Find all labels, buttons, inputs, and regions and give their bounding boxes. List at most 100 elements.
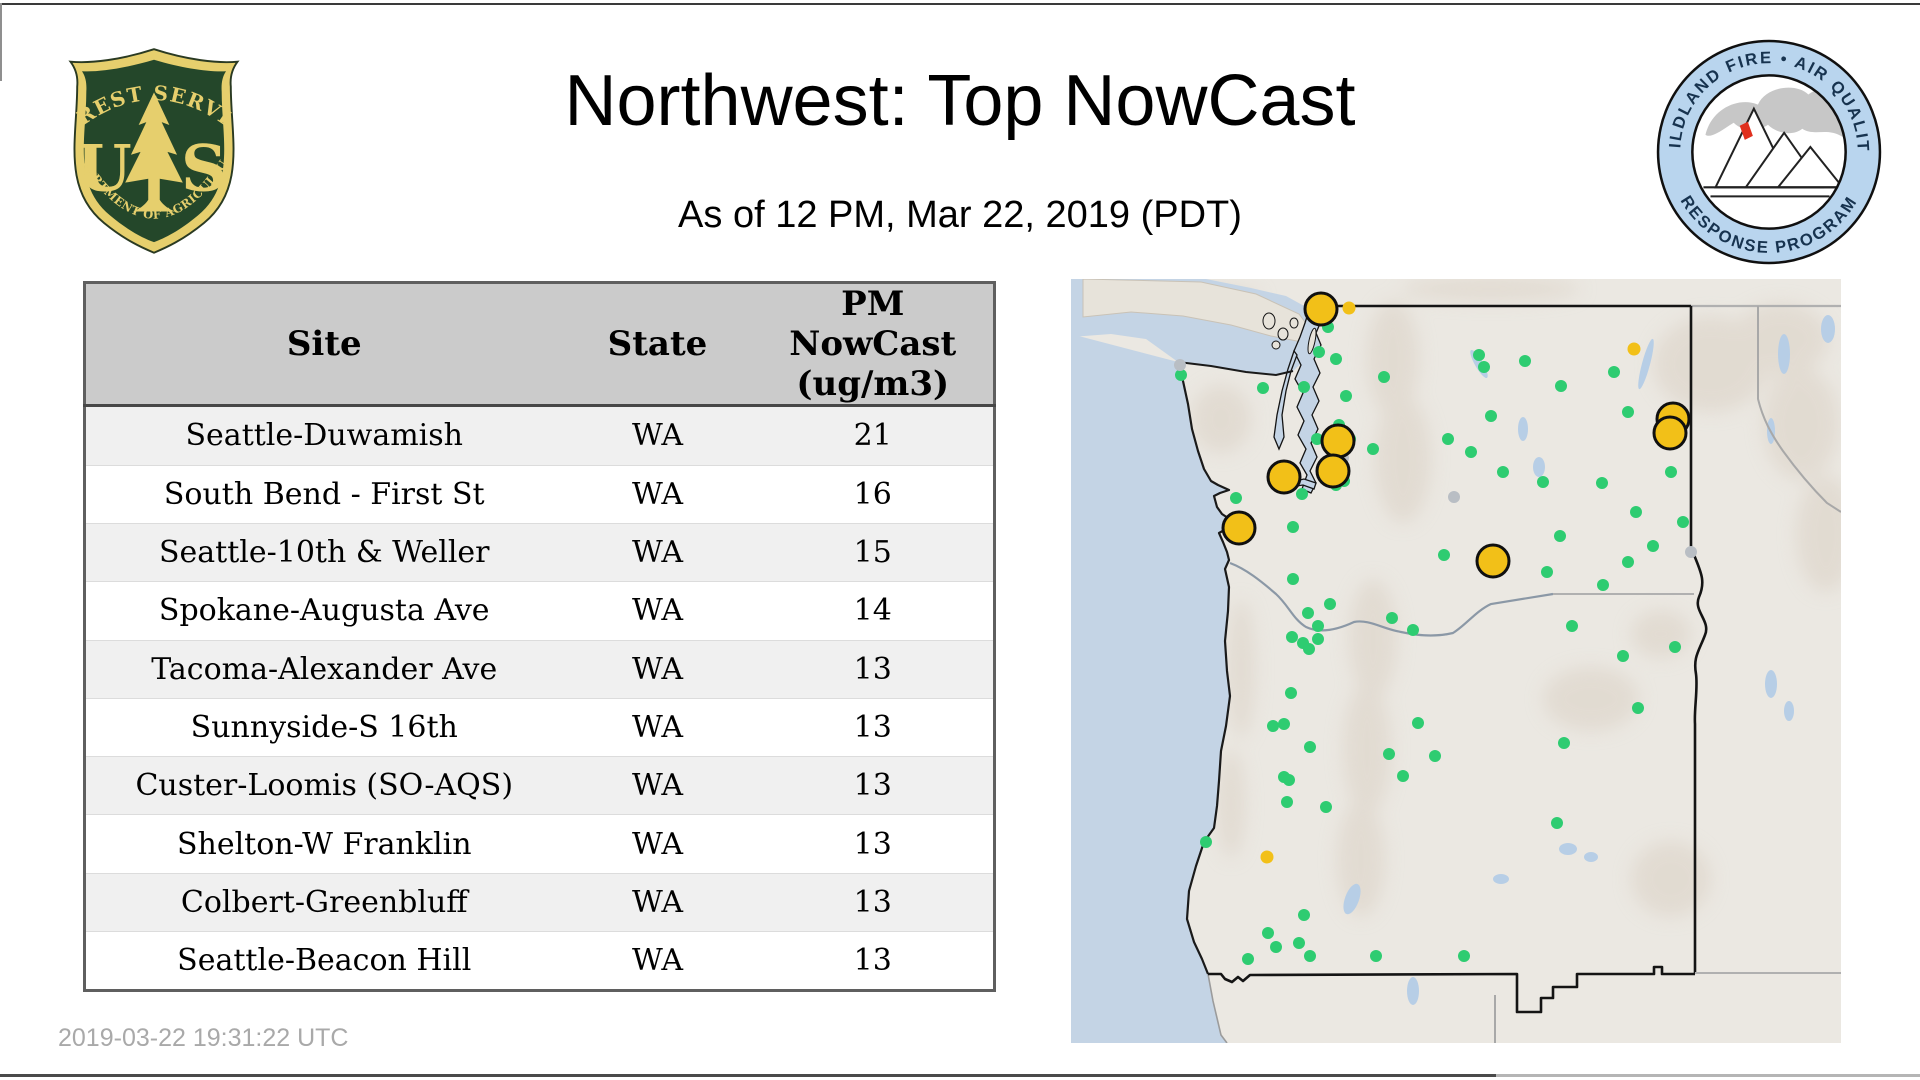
monitor-dot-green	[1267, 720, 1279, 732]
generated-timestamp: 2019-03-22 19:31:22 UTC	[58, 1024, 349, 1052]
vancouver-island	[1082, 278, 1315, 344]
monitor-dot-green	[1370, 950, 1382, 962]
monitor-dot-yellow	[1342, 301, 1356, 315]
monitor-dot-green	[1473, 349, 1485, 361]
value-cell: 13	[752, 814, 995, 874]
nowcast-table: Site State PM NowCast (ug/m3) Seattle-Du…	[83, 281, 996, 993]
monitor-dot-green	[1397, 770, 1409, 782]
table-row: South Bend - First St WA 16	[84, 464, 995, 524]
value-cell: 14	[752, 581, 995, 641]
state-cell: WA	[562, 522, 753, 582]
olympic-north-shore	[1177, 361, 1294, 377]
state-cell: WA	[562, 639, 753, 699]
table-row: Shelton-W Franklin WA 13	[84, 814, 995, 874]
table-row: Sunnyside-S 16th WA 13	[84, 697, 995, 757]
monitor-dot-green	[1270, 941, 1282, 953]
value-cell: 15	[752, 522, 995, 582]
monitor-dot-green	[1257, 382, 1269, 394]
monitor-dot-green	[1320, 801, 1332, 813]
state-cell: WA	[562, 756, 753, 815]
monitor-dot-green	[1302, 607, 1314, 619]
monitor-dot-green	[1617, 650, 1629, 662]
value-cell: 13	[752, 756, 995, 815]
value-cell: 13	[752, 872, 995, 932]
slide-left-border	[0, 3, 2, 81]
monitor-dot-green	[1287, 573, 1299, 585]
monitor-dot-yellow	[1627, 342, 1641, 356]
monitor-dot-green	[1175, 369, 1187, 381]
monitor-dot-green	[1558, 737, 1570, 749]
monitor-dot-green	[1293, 937, 1305, 949]
monitor-dot-green	[1311, 433, 1323, 445]
monitor-dot-green	[1438, 549, 1450, 561]
value-cell: 13	[752, 697, 995, 757]
table-body: Seattle-Duwamish WA 21 South Bend - First S…	[84, 405, 995, 991]
aqrp-smoke-icon	[1705, 87, 1845, 137]
state-cell: WA	[562, 697, 753, 757]
forest-service-shield-icon: FOREST SERVICE U S DEPARTMENT OF AGRICUL…	[49, 25, 240, 254]
site-cell: South Bend - First St	[84, 464, 563, 524]
monitor-dot-green	[1566, 620, 1578, 632]
slide-top-border	[0, 3, 1920, 5]
monitor-dot-green	[1485, 410, 1497, 422]
monitor-dot-green	[1555, 380, 1567, 392]
monitor-dot-large-yellow	[1221, 510, 1257, 546]
site-cell: Tacoma-Alexander Ave	[84, 639, 563, 699]
page-title: Northwest: Top NowCast	[564, 61, 1356, 141]
col-header-state: State	[562, 282, 753, 408]
monitor-dot-green	[1647, 540, 1659, 552]
northwest-map	[1071, 277, 1856, 1044]
monitor-dot-green	[1632, 702, 1644, 714]
monitor-dot-yellow	[1260, 850, 1274, 864]
monitor-dot-green	[1304, 950, 1316, 962]
monitor-dot-green	[1324, 598, 1336, 610]
monitor-dot-green	[1458, 950, 1470, 962]
monitor-dot-green	[1312, 620, 1324, 632]
fs-logo-tree-icon	[125, 92, 183, 212]
col-header-pm: PM NowCast (ug/m3)	[752, 282, 995, 408]
monitor-dot-green	[1622, 556, 1634, 568]
monitor-dot-green	[1519, 355, 1531, 367]
monitor-dot-large-yellow	[1315, 453, 1351, 489]
monitor-markers	[1174, 291, 1697, 965]
monitor-dot-green	[1465, 446, 1477, 458]
monitor-dot-green	[1541, 566, 1553, 578]
monitor-dot-green	[1286, 631, 1298, 643]
col-header-site: Site	[84, 282, 563, 408]
monitor-dot-green	[1442, 433, 1454, 445]
monitor-dot-gray	[1685, 546, 1697, 558]
site-cell: Seattle-Duwamish	[84, 405, 563, 466]
monitor-dot-green	[1281, 796, 1293, 808]
table-row: Custer-Loomis (SO-AQS) WA 13	[84, 756, 995, 815]
monitor-dot-green	[1478, 361, 1490, 373]
aqrp-flame-icon	[1739, 121, 1753, 140]
monitor-dot-large-yellow	[1266, 459, 1302, 495]
state-cell: WA	[562, 581, 753, 641]
fs-logo-letter-u: U	[76, 131, 131, 205]
monitor-dot-green	[1677, 516, 1689, 528]
slide-bottom-border	[0, 1074, 1496, 1077]
table-row: Colbert-Greenbluff WA 13	[84, 872, 995, 932]
table-row: Spokane-Augusta Ave WA 14	[84, 581, 995, 641]
monitor-dot-green	[1304, 741, 1316, 753]
monitor-dot-green	[1537, 476, 1549, 488]
monitor-dot-green	[1597, 579, 1609, 591]
monitor-dot-green	[1303, 643, 1315, 655]
site-cell: Colbert-Greenbluff	[84, 872, 563, 932]
monitor-dot-gray	[1174, 359, 1186, 371]
state-cell: WA	[562, 405, 753, 466]
monitor-dot-green	[1383, 748, 1395, 760]
site-cell: Custer-Loomis (SO-AQS)	[84, 756, 563, 815]
pacific-ocean	[1071, 334, 1241, 1043]
page-subtitle: As of 12 PM, Mar 22, 2019 (PDT)	[678, 194, 1242, 236]
oregon-south-border	[1208, 965, 1695, 1014]
value-cell: 21	[752, 405, 995, 466]
site-cell: Sunnyside-S 16th	[84, 697, 563, 757]
state-cell: WA	[562, 814, 753, 874]
monitor-dot-green	[1554, 530, 1566, 542]
monitor-dot-green	[1665, 466, 1677, 478]
monitor-dot-large-yellow	[1303, 291, 1339, 327]
site-cell: Seattle-10th & Weller	[84, 522, 563, 582]
monitor-dot-green	[1313, 346, 1325, 358]
site-cell: Spokane-Augusta Ave	[84, 581, 563, 641]
